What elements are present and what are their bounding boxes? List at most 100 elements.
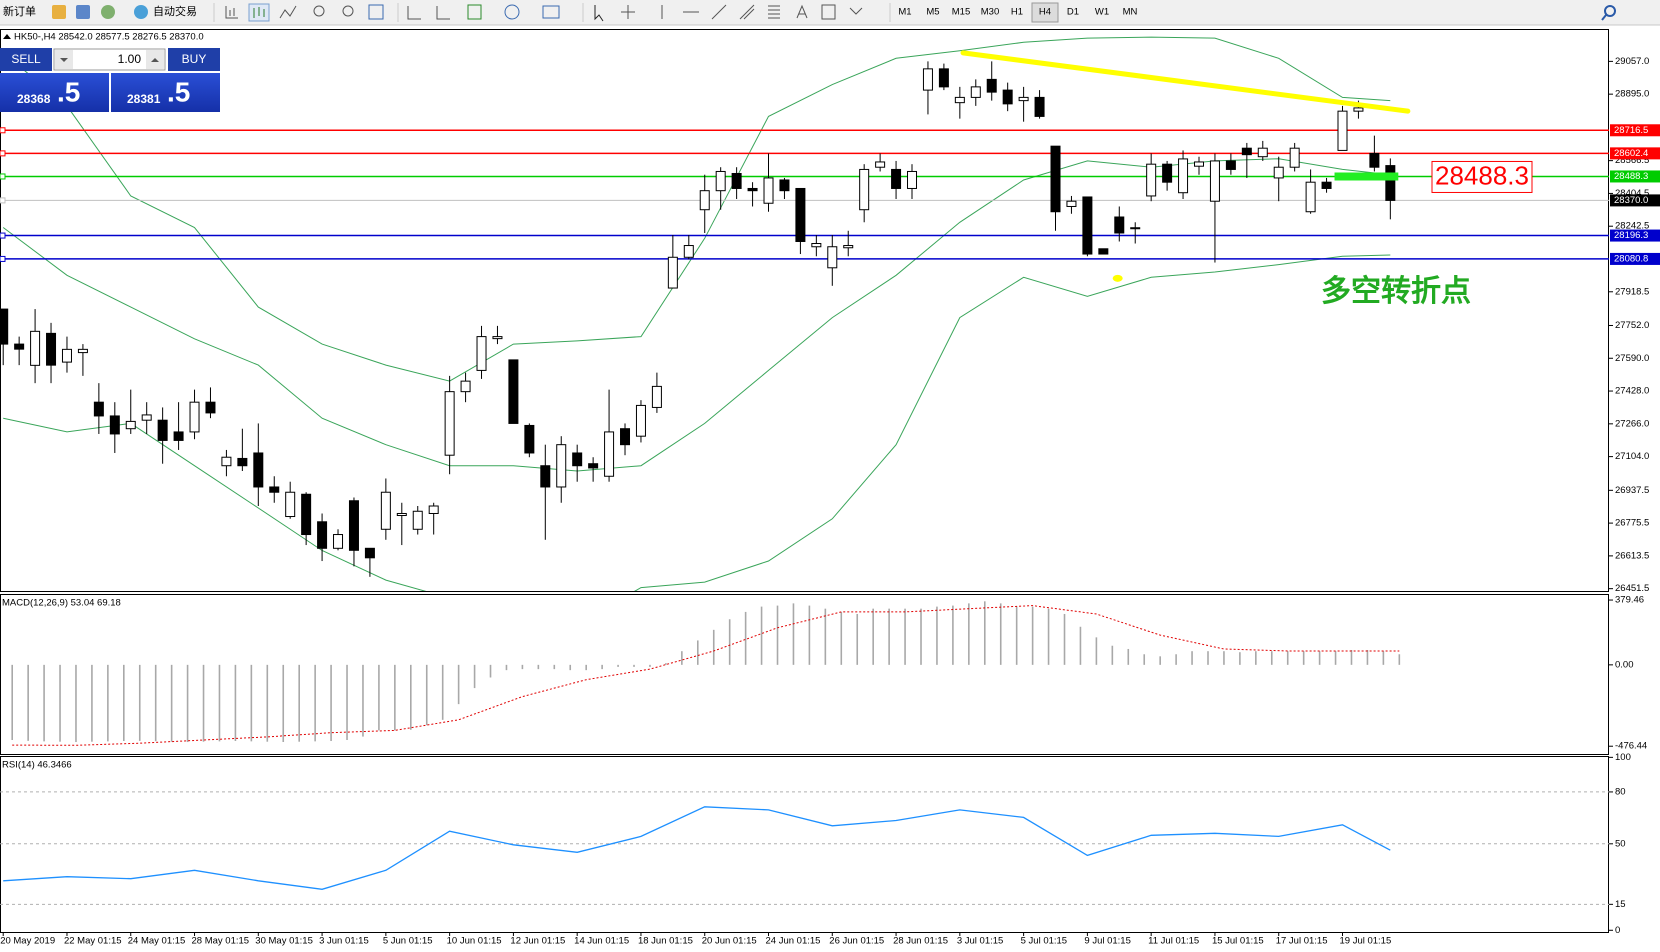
candle-body xyxy=(508,359,519,424)
level-price-label: 28488.3 xyxy=(1614,171,1648,182)
candle-body xyxy=(891,168,902,189)
timeframe-button[interactable]: M30 xyxy=(981,7,999,18)
candle-body xyxy=(1337,110,1348,151)
x-tick-label: 17 Jul 01:15 xyxy=(1276,936,1328,947)
y-tick-label: 27752.0 xyxy=(1615,320,1649,331)
candle-body xyxy=(1082,196,1093,255)
candle-body xyxy=(253,452,264,488)
candle-body xyxy=(93,401,104,417)
timeframe-button[interactable]: H4 xyxy=(1039,7,1051,18)
buy-label[interactable]: BUY xyxy=(182,52,207,66)
candle-body xyxy=(301,493,312,536)
auto-trading-button[interactable]: 自动交易 xyxy=(153,4,197,18)
indicators-icon[interactable] xyxy=(467,4,482,20)
candle-body xyxy=(269,486,280,493)
x-tick-label: 20 May 2019 xyxy=(0,936,55,947)
zoom-in-icon[interactable] xyxy=(313,5,325,17)
y-tick-label: 26613.5 xyxy=(1615,550,1649,561)
trade-panel: SELL 1.00 BUY 28368 .5 28381 .5 xyxy=(0,48,220,112)
candle-body xyxy=(173,431,184,441)
fibo-icon[interactable] xyxy=(768,5,780,19)
search-icon-handle xyxy=(1601,14,1607,21)
y-tick-label: 28242.5 xyxy=(1615,221,1649,232)
auto-trading-icon[interactable] xyxy=(134,5,148,19)
periods-icon[interactable] xyxy=(504,4,520,20)
x-tick-label: 10 Jun 01:15 xyxy=(447,936,502,947)
timeframe-button[interactable]: MN xyxy=(1123,7,1138,18)
candle-body xyxy=(651,385,662,408)
candle-body xyxy=(938,68,949,88)
level-handle xyxy=(0,127,6,134)
candle-body xyxy=(811,243,822,248)
candle-body xyxy=(747,187,758,192)
text-icon[interactable] xyxy=(796,4,808,19)
candle-body xyxy=(1305,181,1316,213)
sell-button[interactable] xyxy=(0,48,52,71)
crosshair-icon[interactable] xyxy=(621,5,635,19)
volume-up-arrow xyxy=(151,58,159,62)
ask-box[interactable] xyxy=(111,73,220,112)
candle-body xyxy=(1018,96,1029,102)
x-tick-label: 22 May 01:15 xyxy=(64,936,122,947)
y-tick-label: 15 xyxy=(1615,899,1626,910)
candle-body xyxy=(604,431,615,477)
level-price-label: 28602.4 xyxy=(1614,148,1648,159)
candle-body xyxy=(986,78,997,93)
candle-body xyxy=(667,256,678,289)
candle-body xyxy=(1002,89,1013,105)
toolbar-icon[interactable] xyxy=(52,5,66,19)
y-tick-label: 27104.0 xyxy=(1615,451,1649,462)
tile-icon[interactable] xyxy=(368,4,384,20)
ask-price[interactable]: 28381 xyxy=(127,92,161,106)
new-order-button[interactable]: 新订单 xyxy=(3,4,36,18)
bid-box[interactable] xyxy=(0,73,109,112)
rsi-plot: RSI(14) 46.3466 xyxy=(0,760,1609,905)
bid-price[interactable]: 28368 xyxy=(17,92,51,106)
cursor-icon[interactable] xyxy=(594,5,604,22)
volume-value[interactable]: 1.00 xyxy=(118,52,142,66)
y-tick-label: 50 xyxy=(1615,838,1626,849)
x-tick-label: 9 Jul 01:15 xyxy=(1084,936,1130,947)
search-icon[interactable] xyxy=(1604,5,1616,17)
label-icon[interactable] xyxy=(821,4,836,20)
y-tick-label: 100 xyxy=(1615,752,1631,763)
timeframe-button[interactable]: H1 xyxy=(1011,7,1023,18)
templates-icon[interactable] xyxy=(542,5,560,19)
level-price-label: 28716.5 xyxy=(1614,125,1648,136)
buy-button[interactable] xyxy=(168,48,220,71)
level-handle xyxy=(0,150,6,157)
autoscroll-icon[interactable] xyxy=(407,6,421,20)
timeframe-button[interactable]: M5 xyxy=(926,7,939,18)
indicator-title: MACD(12,26,9) 53.04 69.18 xyxy=(2,598,121,609)
candle-body xyxy=(954,96,965,104)
line-chart-icon[interactable] xyxy=(279,5,297,19)
candle-body xyxy=(572,452,583,467)
rsi-panel-border xyxy=(0,756,1609,933)
level-price-tag xyxy=(1610,252,1660,265)
candle-body xyxy=(157,419,168,441)
volume-field[interactable] xyxy=(53,48,166,71)
timeframe-button[interactable]: D1 xyxy=(1067,7,1079,18)
candle-body xyxy=(30,330,41,366)
timeframe-button[interactable]: M1 xyxy=(898,7,911,18)
candle-body xyxy=(1241,147,1252,156)
channel-icon[interactable] xyxy=(739,4,755,20)
ask-pips[interactable]: .5 xyxy=(167,76,190,107)
y-tick-label: 26775.5 xyxy=(1615,518,1649,529)
timeframe-button[interactable]: M15 xyxy=(952,7,970,18)
bar-chart-icon[interactable] xyxy=(225,6,238,19)
candle-body xyxy=(1289,147,1300,168)
toolbar-icon[interactable] xyxy=(101,5,115,19)
x-tick-label: 5 Jul 01:15 xyxy=(1021,936,1067,947)
shapes-icon[interactable] xyxy=(849,7,863,15)
toolbar-icon[interactable] xyxy=(76,5,90,19)
trendline-icon[interactable] xyxy=(711,4,727,20)
shift-icon[interactable] xyxy=(436,6,450,20)
bid-pips[interactable]: .5 xyxy=(57,76,80,107)
x-tick-label: 18 Jun 01:15 xyxy=(638,936,693,947)
zoom-out-icon[interactable] xyxy=(342,5,354,17)
sell-label[interactable]: SELL xyxy=(11,52,41,66)
timeframe-button[interactable]: W1 xyxy=(1095,7,1109,18)
candle-body xyxy=(237,457,248,467)
